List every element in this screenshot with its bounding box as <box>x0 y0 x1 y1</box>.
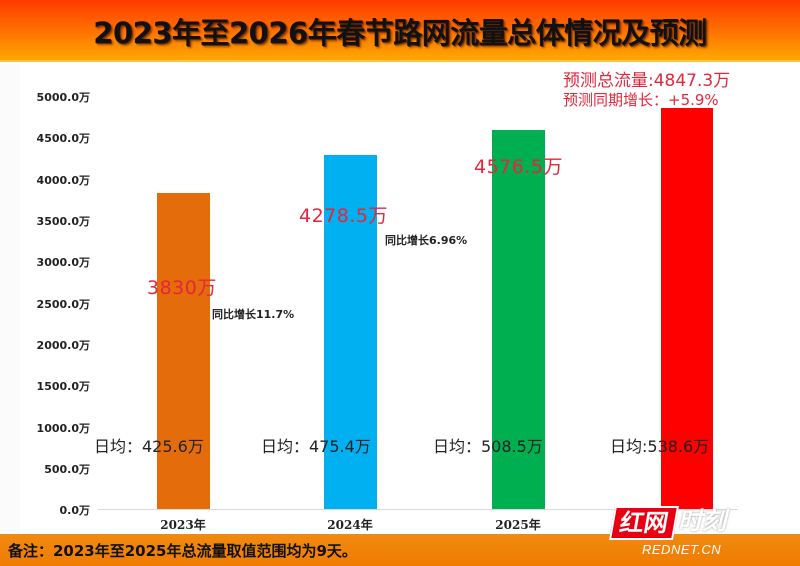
footnote: 备注：2023年至2025年总流量取值范围均为9天。 <box>8 542 357 560</box>
y-tick: 1500.0万 <box>36 380 90 393</box>
chart-title: 2023年至2026年春节路网流量总体情况及预测 <box>93 16 707 50</box>
daily-label-2026: 日均:538.6万 <box>610 437 710 456</box>
total-label-2025: 4576.5万 <box>474 156 563 178</box>
y-tick: 0.0万 <box>59 504 91 517</box>
logo-url: REDNET.CN <box>642 542 722 557</box>
total-label-2024: 4278.5万 <box>299 205 388 227</box>
bar-2025 <box>492 130 545 509</box>
y-tick: 2500.0万 <box>36 298 90 311</box>
y-tick: 500.0万 <box>44 463 90 476</box>
y-tick: 3000.0万 <box>36 256 90 269</box>
daily-label-2023: 日均：425.6万 <box>94 437 204 456</box>
y-tick: 4500.0万 <box>36 132 90 145</box>
bar-2023 <box>157 193 210 509</box>
y-tick: 5000.0万 <box>36 91 90 104</box>
y-tick: 3500.0万 <box>36 215 90 228</box>
forecast-growth-label: 预测同期增长：+5.9% <box>563 91 719 109</box>
rednet-watermark-logo: 红网 时刻 REDNET.CN <box>609 500 792 560</box>
y-tick: 1000.0万 <box>36 422 90 435</box>
logo-brand-white: 时刻 <box>678 507 726 535</box>
bar-2024 <box>324 155 377 509</box>
daily-label-2024: 日均：475.4万 <box>261 437 371 456</box>
growth-label-2024: 同比增长6.96% <box>385 234 468 247</box>
daily-label-2025: 日均：508.5万 <box>433 437 543 456</box>
logo-brand-red: 红网 <box>609 506 679 540</box>
x-tick-2023: 2023年 <box>160 518 206 532</box>
left-margin <box>0 64 20 534</box>
y-tick: 2000.0万 <box>36 339 90 352</box>
x-tick-2025: 2025年 <box>495 518 541 532</box>
y-tick: 4000.0万 <box>36 174 90 187</box>
total-label-2023: 3830万 <box>147 277 217 299</box>
growth-label-2023: 同比增长11.7% <box>212 308 295 321</box>
title-banner: 2023年至2026年春节路网流量总体情况及预测 <box>0 0 800 62</box>
x-axis-line <box>98 509 738 510</box>
x-tick-2024: 2024年 <box>327 518 373 532</box>
bar-2026 <box>661 108 713 509</box>
forecast-total-label: 预测总流量:4847.3万 <box>563 71 731 91</box>
